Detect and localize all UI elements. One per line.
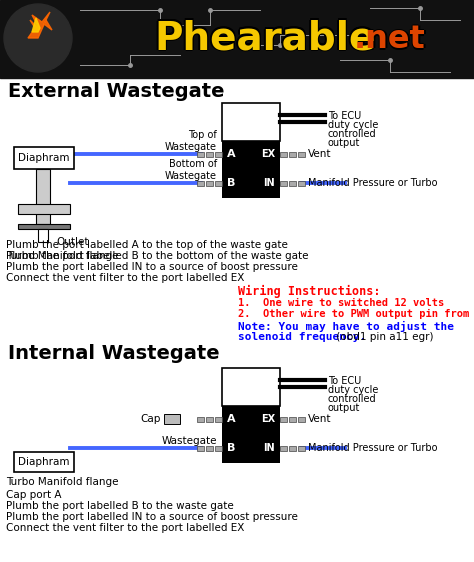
Text: 1.  One wire to switched 12 volts: 1. One wire to switched 12 volts	[238, 298, 444, 308]
Text: Turbo Manifold flange: Turbo Manifold flange	[6, 477, 118, 487]
Text: Phearable: Phearable	[153, 18, 374, 56]
Text: controlled: controlled	[328, 394, 377, 404]
Text: Connect the vent filter to the port labelled EX: Connect the vent filter to the port labe…	[6, 273, 245, 283]
Text: 2.  Other wire to PWM output pin from ecu: 2. Other wire to PWM output pin from ecu	[238, 309, 474, 319]
Circle shape	[4, 4, 72, 72]
Bar	[298, 446, 305, 451]
Text: Plumb the port labelled A to the top of the waste gate: Plumb the port labelled A to the top of …	[6, 240, 288, 250]
Text: output: output	[328, 138, 360, 148]
Bar	[215, 152, 222, 156]
Text: Outlet: Outlet	[56, 237, 89, 247]
Bar	[206, 416, 213, 422]
Text: Diaphram: Diaphram	[18, 457, 70, 467]
Bar	[280, 152, 287, 156]
Text: Plumb the port labelled B to the waste gate: Plumb the port labelled B to the waste g…	[6, 501, 234, 511]
Text: Plumb the port labelled IN to a source of boost pressure: Plumb the port labelled IN to a source o…	[6, 512, 298, 522]
Bar	[38, 229, 48, 242]
Polygon shape	[28, 12, 52, 38]
Bar	[18, 204, 70, 214]
Text: (obd1 pin a11 egr): (obd1 pin a11 egr)	[333, 332, 434, 342]
Text: output: output	[328, 403, 360, 413]
Text: .net: .net	[356, 25, 428, 56]
Bar	[206, 446, 213, 451]
Bar	[14, 452, 74, 472]
Bar	[14, 147, 74, 169]
Text: Bottom of
Wastegate: Bottom of Wastegate	[165, 158, 217, 181]
Bar	[280, 446, 287, 451]
Text: Wiring Instructions:: Wiring Instructions:	[238, 285, 381, 298]
Text: External Wastegate: External Wastegate	[8, 82, 225, 101]
Text: EX: EX	[261, 149, 275, 159]
Bar	[197, 152, 204, 156]
Text: Vent: Vent	[308, 149, 331, 159]
Text: Top of
Wastegate: Top of Wastegate	[165, 130, 217, 152]
Bar	[18, 224, 70, 229]
Bar	[164, 414, 180, 424]
Text: duty cycle: duty cycle	[328, 120, 378, 130]
Text: Internal Wastegate: Internal Wastegate	[8, 344, 219, 363]
Bar	[222, 103, 280, 141]
Text: B: B	[227, 178, 236, 188]
Text: .net: .net	[354, 26, 426, 57]
Text: Phearable: Phearable	[155, 19, 376, 57]
Text: To ECU: To ECU	[328, 376, 361, 386]
Bar	[222, 141, 280, 198]
Text: A: A	[227, 149, 236, 159]
Text: IN: IN	[264, 443, 275, 453]
Polygon shape	[32, 18, 40, 32]
Text: Cap: Cap	[141, 414, 161, 424]
Bar	[206, 152, 213, 156]
Bar	[298, 416, 305, 422]
Bar	[222, 368, 280, 406]
Bar	[215, 180, 222, 185]
Bar	[215, 446, 222, 451]
Bar	[289, 416, 296, 422]
Text: EX: EX	[261, 414, 275, 424]
Text: Phearable: Phearable	[153, 19, 374, 57]
Text: .net: .net	[353, 25, 424, 56]
Text: A: A	[227, 414, 236, 424]
Bar	[215, 416, 222, 422]
Text: Manifold Pressure or Turbo: Manifold Pressure or Turbo	[308, 178, 438, 188]
Text: B: B	[227, 443, 236, 453]
Text: Plumb the port labelled B to the bottom of the waste gate: Plumb the port labelled B to the bottom …	[6, 251, 309, 261]
Bar	[197, 180, 204, 185]
Bar	[289, 446, 296, 451]
Text: Turbo Manifold flange: Turbo Manifold flange	[6, 251, 118, 261]
Text: Diaphram: Diaphram	[18, 153, 70, 163]
Bar	[298, 180, 305, 185]
Bar	[280, 180, 287, 185]
Text: Phearable: Phearable	[155, 20, 377, 58]
Text: Cap port A: Cap port A	[6, 490, 62, 500]
Bar	[0, 0, 474, 78]
Bar	[197, 416, 204, 422]
Text: Phearable: Phearable	[155, 18, 377, 56]
Bar	[222, 406, 280, 463]
Text: solenoid frequency.: solenoid frequency.	[238, 332, 366, 342]
Text: Phearable: Phearable	[155, 17, 376, 56]
Text: Phearable: Phearable	[156, 19, 377, 57]
Bar	[197, 446, 204, 451]
Text: .net: .net	[354, 23, 426, 54]
Text: .net: .net	[354, 25, 426, 56]
Bar	[36, 169, 50, 224]
Text: Phearable: Phearable	[153, 20, 374, 58]
Text: controlled: controlled	[328, 129, 377, 139]
Bar	[289, 152, 296, 156]
Text: To ECU: To ECU	[328, 111, 361, 121]
Text: IN: IN	[264, 178, 275, 188]
Text: duty cycle: duty cycle	[328, 385, 378, 395]
Text: Vent: Vent	[308, 414, 331, 424]
Text: Phearable: Phearable	[155, 20, 376, 58]
Bar	[298, 152, 305, 156]
Text: Connect the vent filter to the port labelled EX: Connect the vent filter to the port labe…	[6, 523, 245, 533]
Text: Plumb the port labelled IN to a source of boost pressure: Plumb the port labelled IN to a source o…	[6, 262, 298, 272]
Text: Note: You may have to adjust the: Note: You may have to adjust the	[238, 321, 454, 332]
Bar	[206, 180, 213, 185]
Bar	[289, 180, 296, 185]
Text: Manifold Pressure or Turbo: Manifold Pressure or Turbo	[308, 443, 438, 453]
Bar	[280, 416, 287, 422]
Text: Wastegate: Wastegate	[162, 436, 217, 446]
